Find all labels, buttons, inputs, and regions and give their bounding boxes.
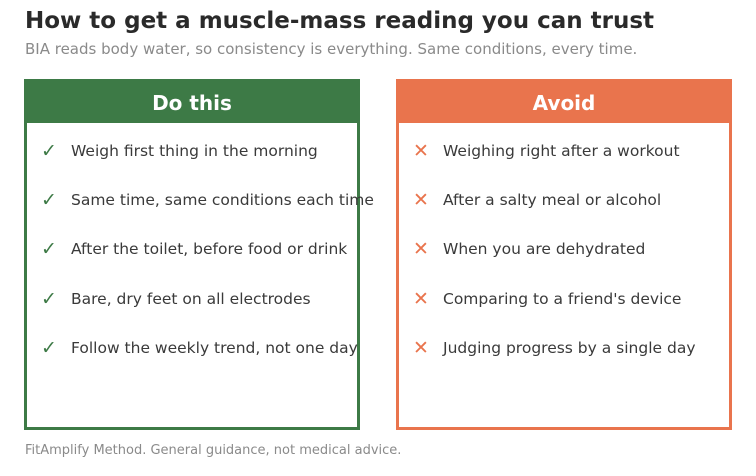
list-item: ✓ After the toilet, before food or drink: [27, 237, 347, 261]
footer-note: FitAmplify Method. General guidance, not…: [25, 443, 402, 458]
cross-icon: ✕: [413, 140, 429, 162]
list-item: ✕ When you are dehydrated: [399, 237, 645, 261]
avoid-panel: Avoid ✕ Weighing right after a workout ✕…: [396, 79, 732, 430]
cross-icon: ✕: [413, 288, 429, 310]
list-item-text: Bare, dry feet on all electrodes: [71, 290, 311, 308]
list-item-text: Weighing right after a workout: [443, 142, 680, 160]
do-this-panel: Do this ✓ Weigh first thing in the morni…: [24, 79, 374, 430]
list-item-text: After the toilet, before food or drink: [71, 240, 348, 258]
cross-icon: ✕: [413, 337, 429, 359]
list-item: ✕ Comparing to a friend's device: [399, 287, 681, 311]
list-item-text: When you are dehydrated: [443, 240, 646, 258]
list-item-text: Same time, same conditions each time: [71, 191, 374, 209]
list-item: ✕ After a salty meal or alcohol: [399, 188, 661, 212]
check-icon: ✓: [41, 189, 57, 211]
list-item: ✕ Judging progress by a single day: [399, 336, 696, 360]
list-item: ✕ Weighing right after a workout: [399, 139, 680, 163]
check-icon: ✓: [41, 288, 57, 310]
avoid-heading: Avoid: [399, 82, 729, 123]
check-icon: ✓: [41, 140, 57, 162]
page-subtitle: BIA reads body water, so consistency is …: [25, 40, 638, 58]
list-item-text: Follow the weekly trend, not one day: [71, 339, 358, 357]
list-item: ✓ Follow the weekly trend, not one day: [27, 336, 358, 360]
do-this-heading: Do this: [27, 82, 357, 123]
list-item-text: After a salty meal or alcohol: [443, 191, 662, 209]
list-item-text: Comparing to a friend's device: [443, 290, 682, 308]
list-item: ✓ Bare, dry feet on all electrodes: [27, 287, 311, 311]
check-icon: ✓: [41, 238, 57, 260]
list-item: ✓ Weigh first thing in the morning: [27, 139, 318, 163]
list-item-text: Judging progress by a single day: [443, 339, 696, 357]
cross-icon: ✕: [413, 189, 429, 211]
cross-icon: ✕: [413, 238, 429, 260]
page-title: How to get a muscle-mass reading you can…: [25, 8, 655, 34]
check-icon: ✓: [41, 337, 57, 359]
list-item: ✓ Same time, same conditions each time: [27, 188, 374, 212]
list-item-text: Weigh first thing in the morning: [71, 142, 318, 160]
